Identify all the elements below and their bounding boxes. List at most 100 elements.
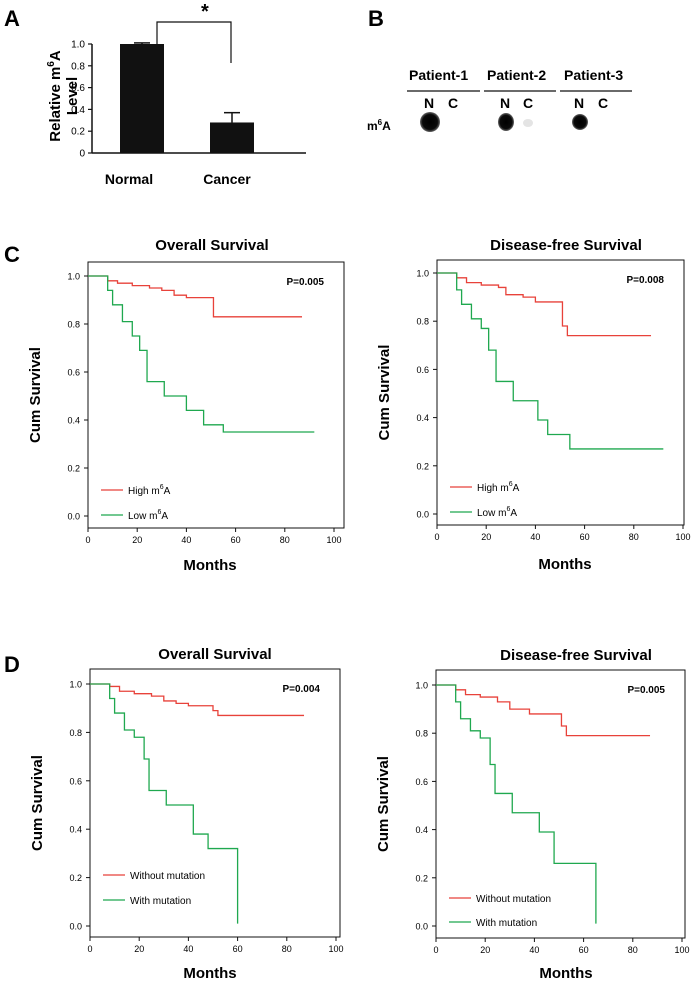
panel-label-a: A [4,6,20,31]
km-ytick-label: 0.2 [69,873,82,883]
km-xlabel: Months [183,557,236,574]
lane-n-1: N [424,95,434,111]
bar-ytick-label: 0.8 [71,61,85,72]
km-ytick-label: 1.0 [416,269,429,279]
km-panel-c-right: Disease-free Survival 0.0 0.2 0.4 0.6 0.8 1.0 0… [376,237,691,573]
km-ylabel: Cum Survival [375,756,392,852]
bar-ytick-label: 0 [79,149,85,160]
bar-ytick-label: 0.6 [71,83,85,94]
km-xtick-label: 20 [480,945,490,955]
km-ytick-label: 0.4 [67,416,80,426]
km-ytick-label: 1.0 [69,680,82,690]
patient-2-label: Patient-2 [487,67,546,83]
km-p-value: P=0.005 [627,685,665,696]
bar-category-normal: Normal [105,171,153,187]
km-ytick-label: 0.2 [415,873,428,883]
km-xtick-label: 100 [674,945,689,955]
dot-n-3 [572,114,588,130]
km-xtick-label: 60 [231,535,241,545]
panel-label-c: C [4,242,20,267]
km-ytick-label: 0.8 [415,729,428,739]
km-ytick-label: 0.4 [69,825,82,835]
km-title: Overall Survival [155,237,268,254]
km-ylabel: Cum Survival [376,345,393,441]
km-curve-green [436,684,597,924]
km-legend-label: With mutation [476,918,537,929]
km-plot-frame [87,261,345,529]
km-ytick-label: 0.6 [416,365,429,375]
bar-ytick-label: 0.2 [71,127,85,138]
km-ytick-label: 0.0 [415,922,428,932]
km-legend-label: High m6A [477,481,520,494]
km-plot-frame [436,259,685,526]
km-p-value: P=0.005 [286,277,324,288]
km-panel-d-left: Overall Survival 0.0 0.2 0.4 0.6 0.8 1.0 0 20 40 6… [29,646,344,982]
km-legend-label: Without mutation [476,894,551,905]
km-panel-d-right: Disease-free Survival 0.0 0.2 0.4 0.6 0.8 1.0 0… [375,647,690,982]
dot-blot-b: Patient-1 Patient-2 Patient-3 N C N C N … [367,67,632,133]
km-ytick-label: 0.6 [67,368,80,378]
km-curve-green [88,275,315,433]
km-ytick-label: 0.2 [67,464,80,474]
km-panel-c-left: Overall Survival 0.0 0.2 0.4 0.6 0.8 1.0 0 20 40 6… [27,237,345,574]
km-ytick-label: 0.4 [416,413,429,423]
km-xlabel: Months [183,965,236,982]
bar-normal [120,44,164,153]
km-ytick-label: 0.8 [416,317,429,327]
km-plot-frame [435,669,686,939]
km-xtick-label: 80 [628,945,638,955]
km-plot-frame [89,668,341,938]
bar-category-cancer: Cancer [203,171,251,187]
km-legend-label: With mutation [130,896,191,907]
bar-ytick-label: 0.4 [71,105,85,116]
km-ylabel: Cum Survival [29,755,46,851]
panel-label-d: D [4,652,20,677]
bar-chart-a: Relative m6A Level 0 0.2 0.4 0.6 0.8 1.0 Norm… [46,1,306,187]
lane-n-3: N [574,95,584,111]
panel-label-b: B [368,6,384,31]
km-xtick-label: 20 [132,535,142,545]
km-xtick-label: 40 [183,944,193,954]
lane-c-1: C [448,95,458,111]
km-legend-label: High m6A [128,484,171,497]
dot-row-label: m6A [367,118,391,133]
patient-3-label: Patient-3 [564,67,623,83]
km-ytick-label: 1.0 [67,272,80,282]
km-curve-green [437,272,664,450]
km-ytick-label: 1.0 [415,681,428,691]
km-ytick-label: 0.0 [69,922,82,932]
km-xtick-label: 100 [328,944,343,954]
km-xtick-label: 100 [675,532,690,542]
km-xtick-label: 40 [530,532,540,542]
km-legend-label: Low m6A [128,509,168,522]
km-title: Disease-free Survival [490,237,642,254]
km-curve-green [90,683,239,924]
km-title: Disease-free Survival [500,647,652,664]
bar-ytick-label: 1.0 [71,40,85,51]
km-legend-label: Without mutation [130,871,205,882]
km-ytick-label: 0.0 [416,510,429,520]
km-ytick-label: 0.6 [69,776,82,786]
dot-n-1 [420,112,440,132]
bar-cancer [210,122,254,153]
km-xtick-label: 40 [181,535,191,545]
km-xtick-label: 100 [326,535,341,545]
km-xlabel: Months [539,965,592,982]
km-xtick-label: 60 [579,945,589,955]
km-ytick-label: 0.6 [415,777,428,787]
km-legend-label: Low m6A [477,506,517,519]
km-xtick-label: 80 [280,535,290,545]
km-xtick-label: 0 [87,944,92,954]
km-xtick-label: 0 [433,945,438,955]
km-ytick-label: 0.8 [69,728,82,738]
km-xtick-label: 80 [282,944,292,954]
bar-ylabel-line1: Relative m6A [46,50,64,142]
km-ytick-label: 0.4 [415,825,428,835]
km-curve-red [437,272,652,337]
dot-n-2 [498,113,514,131]
km-curve-red [90,683,305,717]
km-xtick-label: 20 [481,532,491,542]
significance-bracket [156,21,232,63]
km-curve-red [88,275,303,318]
km-xtick-label: 80 [629,532,639,542]
